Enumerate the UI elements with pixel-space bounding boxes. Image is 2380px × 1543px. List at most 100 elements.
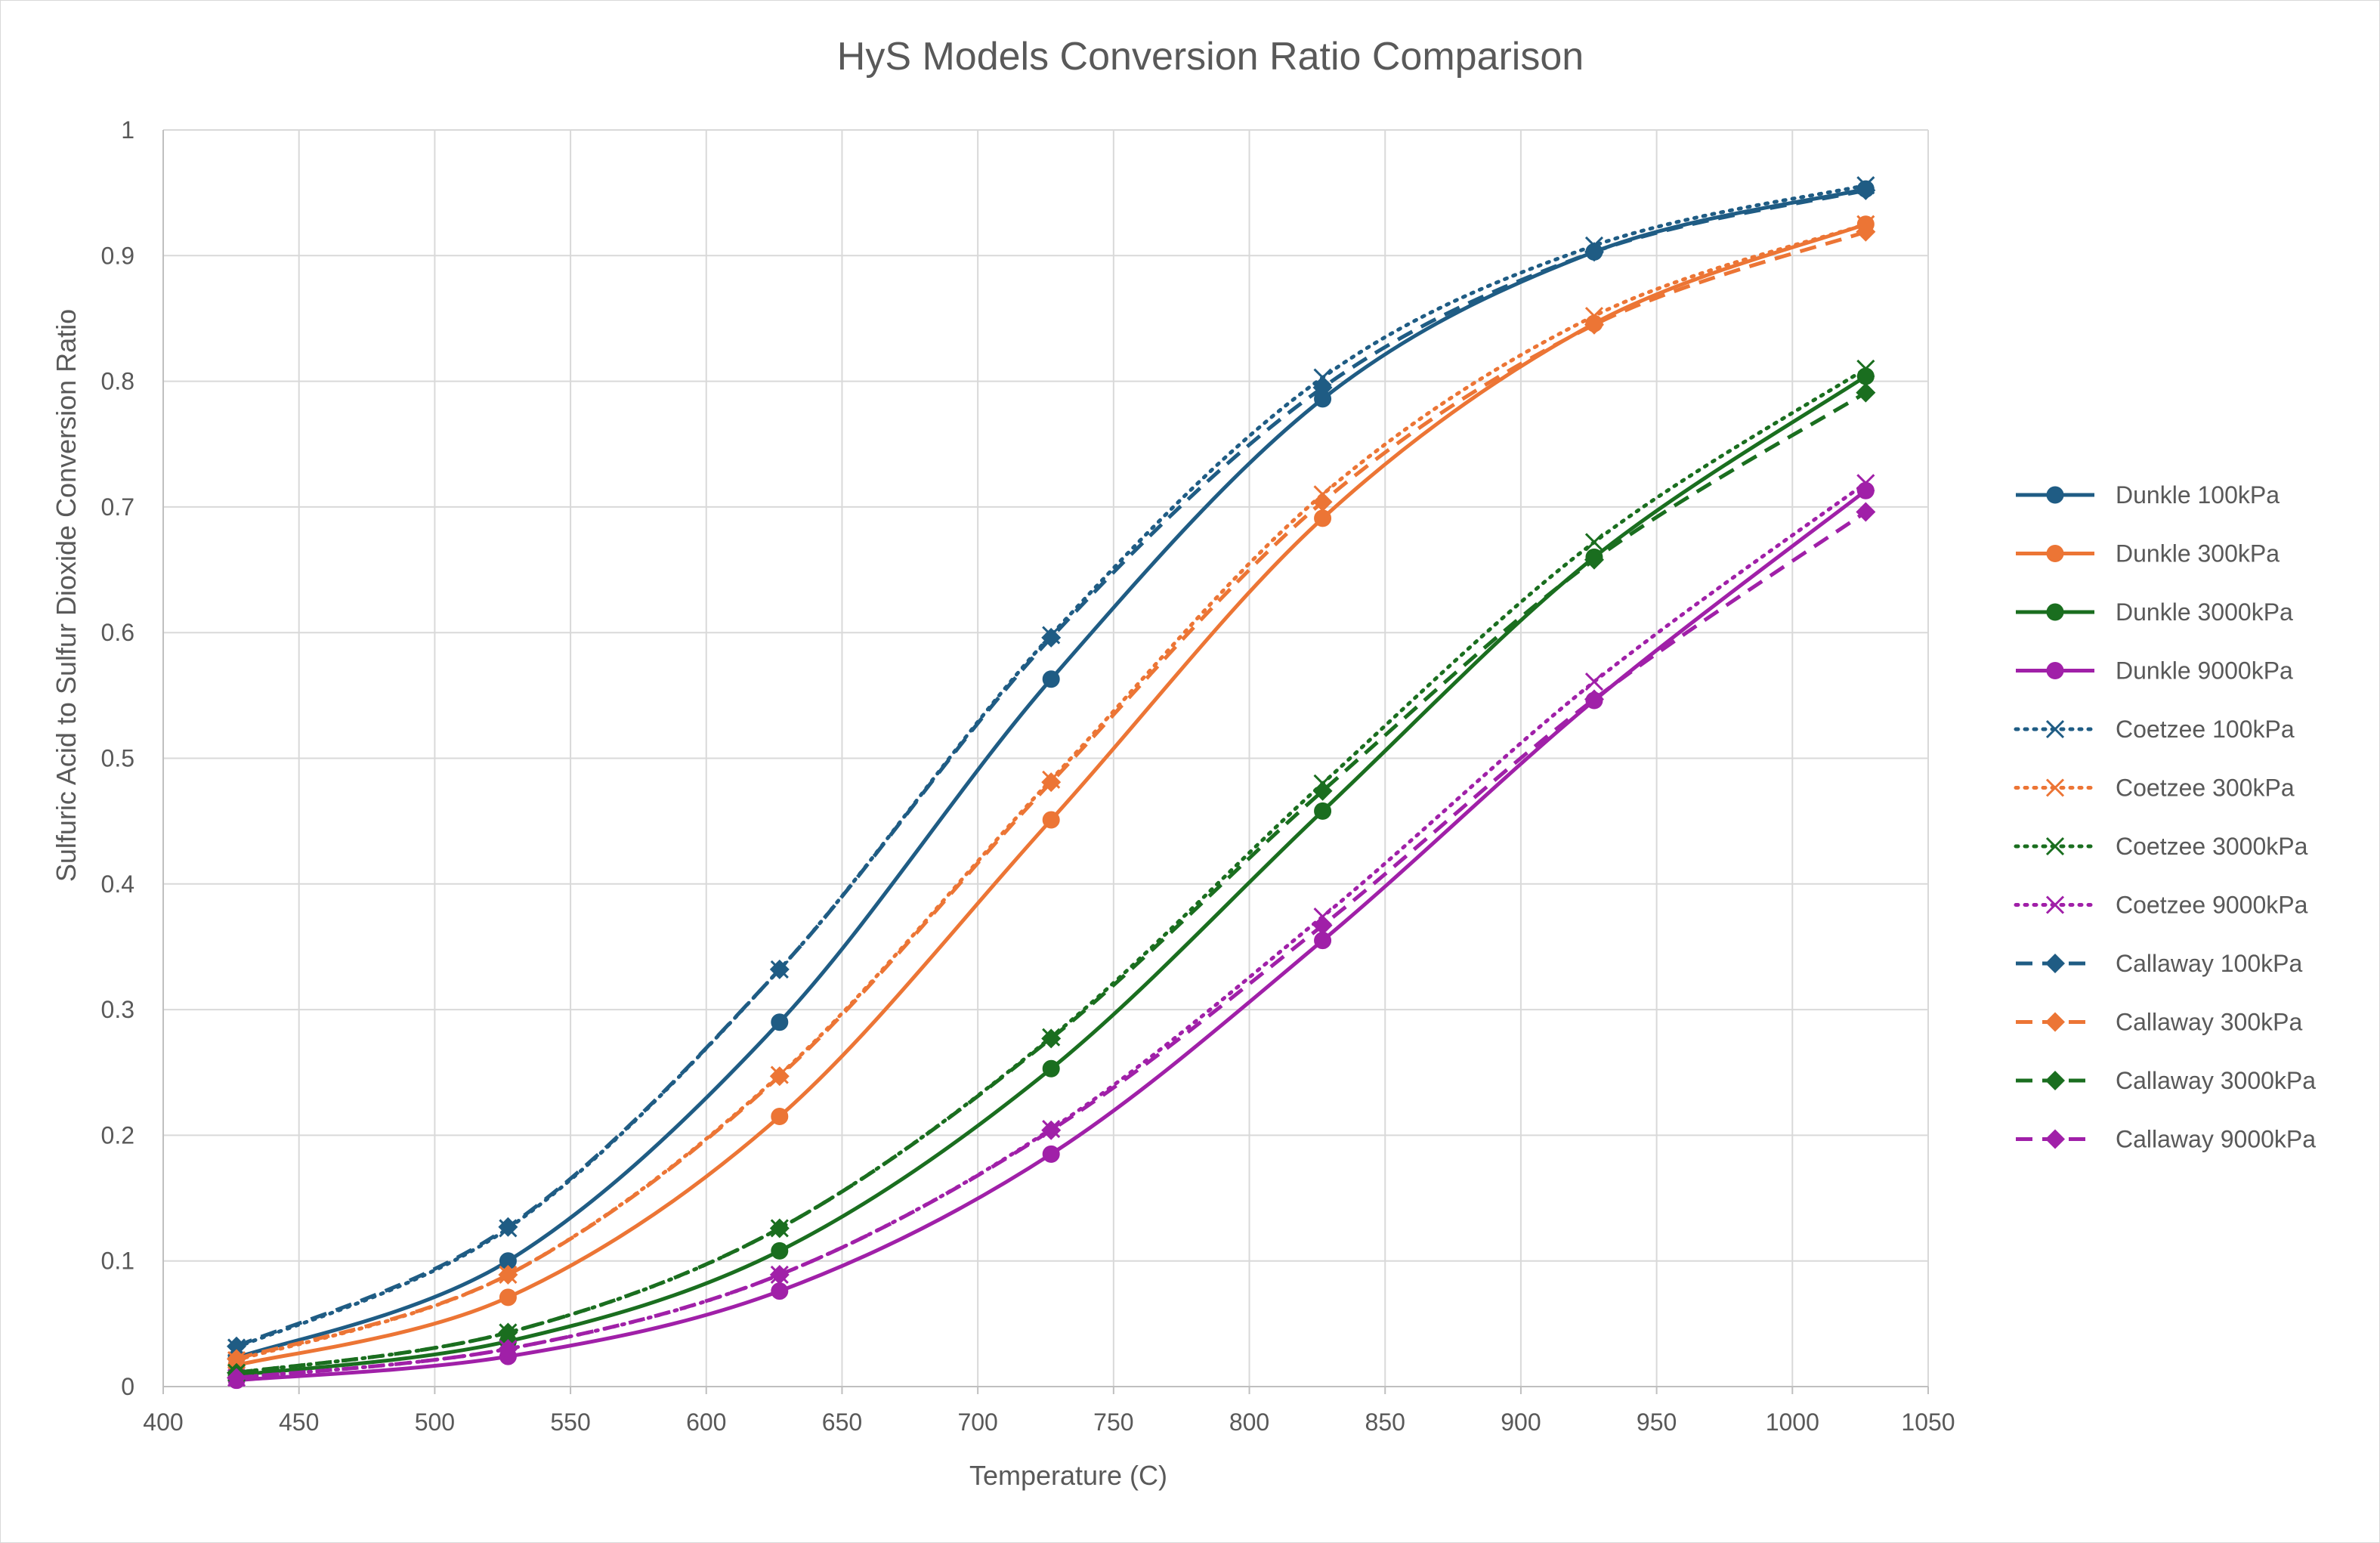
legend-label: Callaway 3000kPa xyxy=(2116,1067,2316,1094)
data-point-diamond xyxy=(1584,314,1604,335)
gridlines xyxy=(163,129,1929,1387)
legend-label: Coetzee 100kPa xyxy=(2116,716,2295,743)
data-point-diamond xyxy=(227,1349,247,1369)
x-tick-label: 600 xyxy=(686,1408,726,1436)
y-tick-labels: 0 0.1 0.2 0.3 0.4 0.5 0.6 0.7 0.8 0.9 1 xyxy=(101,116,134,1400)
data-point-diamond xyxy=(769,1264,790,1285)
data-point-diamond xyxy=(1584,242,1604,262)
legend-label: Coetzee 9000kPa xyxy=(2116,892,2308,919)
data-point-x xyxy=(1856,359,1875,379)
data-point-diamond xyxy=(2045,1129,2065,1149)
data-point-circle xyxy=(2046,603,2064,621)
data-point-x xyxy=(1584,672,1604,691)
data-point-circle xyxy=(2046,545,2064,562)
legend-entry: Coetzee 9000kPa xyxy=(2014,892,2308,919)
y-tick-label: 0.2 xyxy=(101,1121,134,1149)
series-dunkle-9000kpa xyxy=(227,481,1875,1390)
series-line xyxy=(234,222,1868,1362)
data-point-circle xyxy=(771,1013,789,1031)
x-axis-title: Temperature (C) xyxy=(969,1460,1167,1491)
data-point-diamond xyxy=(1312,781,1333,801)
y-axis-title: Sulfuric Acid to Sulfur Dioxide Conversi… xyxy=(51,309,82,882)
y-tick-label: 0.5 xyxy=(101,745,134,772)
data-point-x xyxy=(2045,719,2065,739)
data-point-diamond xyxy=(769,1218,790,1238)
data-point-circle xyxy=(1042,811,1060,829)
legend-label: Dunkle 3000kPa xyxy=(2116,598,2293,626)
series-line xyxy=(236,222,1867,1368)
legend-entry: Coetzee 300kPa xyxy=(2014,775,2295,802)
data-point-circle xyxy=(499,1288,517,1306)
x-tick-label: 650 xyxy=(822,1408,862,1436)
series-coetzee-3000kpa xyxy=(227,359,1875,1382)
data-point-circle xyxy=(1314,509,1332,527)
legend-entry: Dunkle 300kPa xyxy=(2016,540,2280,567)
legend-entry: Dunkle 3000kPa xyxy=(2016,598,2293,626)
data-point-x xyxy=(2045,836,2065,856)
x-tick-label: 1000 xyxy=(1766,1408,1819,1436)
series-layer xyxy=(227,176,1876,1390)
legend-label: Dunkle 100kPa xyxy=(2116,481,2280,509)
legend-label: Coetzee 3000kPa xyxy=(2116,833,2308,860)
series-callaway-300kpa xyxy=(227,221,1876,1369)
data-point-x xyxy=(1313,368,1332,387)
data-point-diamond xyxy=(1041,1120,1062,1140)
legend-entry: Coetzee 3000kPa xyxy=(2014,833,2308,860)
series-dunkle-300kpa xyxy=(227,215,1875,1374)
x-tick-label: 500 xyxy=(415,1408,455,1436)
data-point-diamond xyxy=(1041,772,1062,793)
x-tick-label: 400 xyxy=(143,1408,183,1436)
data-point-diamond xyxy=(2045,1012,2065,1032)
data-point-diamond xyxy=(498,1217,518,1237)
legend-label: Dunkle 300kPa xyxy=(2116,540,2280,567)
x-tick-label: 1050 xyxy=(1901,1408,1955,1436)
series-line xyxy=(234,183,1868,1350)
series-line xyxy=(236,230,1867,1361)
series-line xyxy=(236,374,1867,1378)
data-point-diamond xyxy=(769,1066,790,1087)
legend: Dunkle 100kPa Dunkle 300kPa Dunkle 3000kPa… xyxy=(2014,481,2316,1153)
series-coetzee-300kpa xyxy=(227,215,1875,1370)
series-coetzee-9000kpa xyxy=(227,474,1875,1387)
legend-entry: Callaway 300kPa xyxy=(2016,1009,2302,1036)
series-callaway-3000kpa xyxy=(227,382,1876,1383)
axes xyxy=(162,130,1929,1394)
data-point-diamond xyxy=(498,1339,518,1359)
data-point-circle xyxy=(1042,1145,1060,1163)
data-point-diamond xyxy=(1856,502,1876,522)
data-point-diamond xyxy=(2045,954,2065,973)
x-tick-label: 850 xyxy=(1365,1408,1405,1436)
data-point-diamond xyxy=(1584,689,1604,710)
data-point-diamond xyxy=(1041,627,1062,648)
x-tick-label: 550 xyxy=(550,1408,590,1436)
x-tick-label: 750 xyxy=(1093,1408,1133,1436)
data-point-diamond xyxy=(1856,221,1876,242)
data-point-diamond xyxy=(1312,915,1333,935)
data-point-circle xyxy=(2046,486,2064,504)
data-point-diamond xyxy=(1856,180,1876,200)
data-point-diamond xyxy=(227,1368,247,1388)
legend-entry: Callaway 3000kPa xyxy=(2016,1067,2316,1094)
data-point-x xyxy=(1856,474,1875,493)
legend-entry: Callaway 9000kPa xyxy=(2016,1126,2316,1153)
series-coetzee-100kpa xyxy=(227,176,1875,1357)
data-point-diamond xyxy=(1041,1028,1062,1049)
data-point-circle xyxy=(1314,802,1332,820)
y-tick-label: 0.6 xyxy=(101,619,134,646)
y-tick-label: 0.9 xyxy=(101,242,134,269)
series-callaway-9000kpa xyxy=(227,502,1876,1388)
legend-label: Callaway 100kPa xyxy=(2116,950,2302,977)
x-tick-label: 700 xyxy=(957,1408,997,1436)
data-point-circle xyxy=(1042,1059,1060,1078)
series-callaway-100kpa xyxy=(227,180,1876,1356)
legend-entry: Coetzee 100kPa xyxy=(2014,716,2295,743)
legend-entry: Dunkle 9000kPa xyxy=(2016,657,2293,685)
data-point-circle xyxy=(771,1282,789,1300)
data-point-x xyxy=(2045,778,2065,797)
x-tick-label: 800 xyxy=(1229,1408,1269,1436)
data-point-diamond xyxy=(227,1336,247,1356)
series-line xyxy=(236,391,1867,1375)
data-point-diamond xyxy=(1312,377,1333,397)
series-dunkle-3000kpa xyxy=(227,367,1875,1384)
